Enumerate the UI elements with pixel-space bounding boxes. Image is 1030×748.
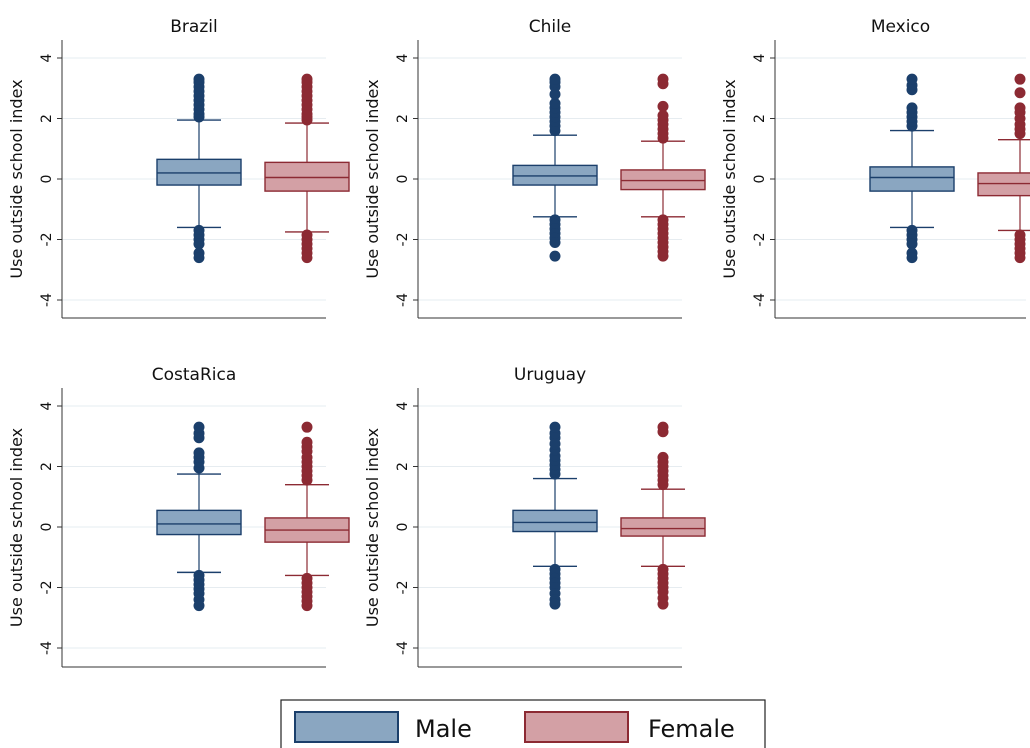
y-tick-label: -2 <box>39 581 55 595</box>
y-tick-label: -2 <box>752 233 768 247</box>
outlier-point <box>301 252 313 264</box>
y-tick-label: 0 <box>395 175 411 184</box>
y-tick-label: -2 <box>39 233 55 247</box>
outlier-point <box>906 102 918 114</box>
outlier-point <box>193 600 205 612</box>
outlier-point <box>549 237 561 249</box>
legend-swatch-male <box>294 711 399 743</box>
iqr-box <box>512 509 598 533</box>
panel-title: CostaRica <box>152 365 237 385</box>
y-tick-label: 4 <box>752 53 768 62</box>
panel-title: Uruguay <box>514 365 586 385</box>
outlier-point <box>193 421 205 433</box>
outlier-point <box>549 73 561 85</box>
outlier-point <box>301 421 313 433</box>
iqr-box <box>620 169 706 191</box>
outlier-point <box>193 73 205 85</box>
box-male <box>156 421 242 612</box>
y-axis-label: Use outside school index <box>363 428 382 627</box>
y-tick-label: 0 <box>39 523 55 532</box>
y-axis-label: Use outside school index <box>7 428 26 627</box>
y-tick-label: 2 <box>39 114 55 123</box>
iqr-box <box>620 517 706 537</box>
box-female <box>620 421 706 610</box>
legend-swatch-female <box>524 711 629 743</box>
outlier-point <box>906 73 918 85</box>
outlier-point <box>301 73 313 85</box>
panel-costarica: CostaRica Use outside school index 4 2 0 -2 -4 <box>7 365 350 668</box>
y-tick-label: -4 <box>39 293 55 307</box>
y-tick-label: 4 <box>39 53 55 62</box>
iqr-box <box>156 158 242 186</box>
y-tick-label: -2 <box>395 233 411 247</box>
y-axis-label: Use outside school index <box>7 79 26 278</box>
box-female <box>620 73 706 262</box>
iqr-box <box>869 166 955 192</box>
outlier-point <box>301 436 313 448</box>
y-axis-label: Use outside school index <box>720 79 739 278</box>
outlier-point <box>657 73 669 85</box>
outlier-point <box>549 97 561 109</box>
outlier-point <box>657 598 669 610</box>
outlier-point <box>657 250 669 262</box>
y-tick-label: 4 <box>395 401 411 410</box>
panel-title: Mexico <box>871 17 930 37</box>
y-axis-label: Use outside school index <box>363 79 382 278</box>
y-tick-label: 0 <box>39 175 55 184</box>
outlier-point <box>549 598 561 610</box>
y-tick-label: -4 <box>752 293 768 307</box>
y-tick-label: 0 <box>395 523 411 532</box>
panel-chile: Chile Use outside school index 4 2 0 -2 -4 <box>363 17 706 319</box>
panel-mexico: Mexico Use outside school index 4 2 0 -2 -4 <box>720 17 1030 319</box>
outlier-point <box>1014 87 1026 99</box>
box-male <box>869 73 955 264</box>
box-male <box>512 73 598 262</box>
iqr-box <box>512 164 598 186</box>
outlier-point <box>657 451 669 463</box>
y-tick-label: 0 <box>752 175 768 184</box>
panel-uruguay: Uruguay Use outside school index 4 2 0 -2 -4 <box>363 365 706 668</box>
outlier-point <box>549 421 561 433</box>
outlier-point <box>301 600 313 612</box>
panel-brazil: Brazil Use outside school index 4 2 0 -2 -4 <box>7 17 350 319</box>
outlier-point <box>657 100 669 112</box>
outlier-point <box>1014 252 1026 264</box>
iqr-box <box>264 161 350 192</box>
panel-title: Brazil <box>170 17 217 37</box>
box-male <box>512 421 598 610</box>
y-tick-label: -4 <box>39 641 55 655</box>
outlier-point <box>1014 73 1026 85</box>
box-female <box>977 73 1030 264</box>
outlier-point <box>657 421 669 433</box>
y-tick-label: -2 <box>395 581 411 595</box>
panel-title: Chile <box>529 17 572 37</box>
y-tick-label: 2 <box>395 462 411 471</box>
outlier-point <box>657 109 669 121</box>
box-female <box>264 73 350 264</box>
box-male <box>156 73 242 264</box>
iqr-box <box>156 509 242 536</box>
y-tick-label: 2 <box>395 114 411 123</box>
outlier-point <box>906 252 918 264</box>
outlier-point <box>549 250 561 262</box>
outlier-point <box>193 447 205 459</box>
box-female <box>264 421 350 612</box>
legend: Male Female <box>280 699 766 748</box>
y-tick-label: 4 <box>395 53 411 62</box>
outlier-point <box>1014 102 1026 114</box>
legend-label-female: Female <box>648 715 735 743</box>
legend-label-male: Male <box>415 715 472 743</box>
outlier-point <box>549 88 561 100</box>
y-tick-label: -4 <box>395 641 411 655</box>
outlier-point <box>193 252 205 264</box>
outlier-point <box>193 238 205 250</box>
y-tick-label: 4 <box>39 401 55 410</box>
y-tick-label: -4 <box>395 293 411 307</box>
iqr-box <box>977 172 1030 197</box>
y-tick-label: 2 <box>39 462 55 471</box>
y-tick-label: 2 <box>752 114 768 123</box>
outlier-point <box>906 238 918 250</box>
